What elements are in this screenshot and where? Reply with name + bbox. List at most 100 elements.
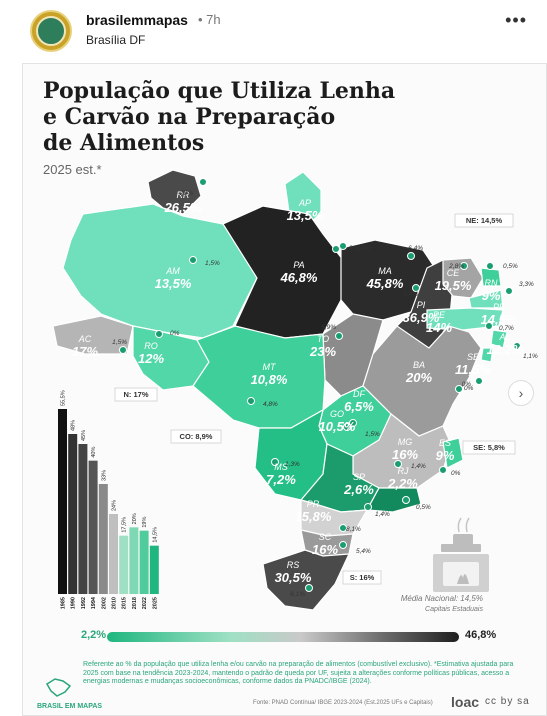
brazil-logo-icon [45, 678, 72, 697]
state-mt [192, 325, 326, 429]
capital-value-pb: 3,3% [519, 281, 534, 288]
capital-dot-am [189, 256, 197, 264]
capital-value-ro: 0% [170, 330, 180, 337]
region-label-4: SE: 5,8% [462, 440, 516, 455]
post-time: • 7h [198, 12, 221, 27]
state-value-go: 10,5% [319, 419, 356, 434]
capital-value-ba: 0% [464, 385, 474, 392]
capital-dot-sp [364, 503, 372, 511]
national-sublabel: Capitais Estaduais [425, 606, 483, 613]
username[interactable]: brasilemmapas [86, 12, 188, 28]
capital-dot-ms [271, 458, 279, 466]
region-text-4: SE: 5,8% [473, 443, 505, 452]
state-rr [147, 169, 202, 215]
capital-value-to: 5,9% [321, 324, 336, 331]
historical-bar-chart: 55,5% 1985 48% 1990 45% 1992 40% 1994 33% 2002 24%… [58, 390, 159, 609]
capital-value-rs: 6,1% [290, 591, 305, 598]
capital-value-rn: 0,5% [503, 263, 518, 270]
state-pa [222, 205, 344, 339]
state-value-se: 11,5% [455, 362, 491, 377]
capital-value-pr: 8,1% [346, 526, 361, 533]
capital-dot-pi [412, 284, 420, 292]
post-location[interactable]: Brasília DF [86, 33, 146, 47]
state-ac [52, 315, 134, 355]
state-es [442, 437, 464, 469]
state-value-pb: 14,5% [481, 312, 518, 327]
state-abbr-mt: MT [263, 362, 277, 372]
infographic-subtitle: 2025 est.* [43, 162, 102, 177]
state-value-mg: 16% [392, 447, 418, 462]
capital-dot-ap [332, 245, 340, 253]
capital-dot-pr [339, 524, 347, 532]
state-value-ma: 45,8% [366, 276, 404, 291]
bar-1994 [88, 460, 98, 594]
state-abbr-pr: PR [307, 499, 320, 509]
capital-dot-pe [485, 322, 493, 330]
state-value-pe: 14% [426, 320, 452, 335]
more-horizontal-icon[interactable]: ••• [505, 10, 527, 30]
state-abbr-ap: AP [298, 198, 311, 208]
region-label-3: CO: 8,9% [170, 429, 222, 444]
state-value-ro: 12% [138, 351, 164, 366]
legend-max: 46,8% [465, 629, 497, 641]
state-value-al: 12,2% [487, 342, 524, 357]
bar-category-2002: 2002 [101, 597, 107, 609]
capital-dot-ce [460, 262, 468, 270]
bar-category-2010: 2010 [112, 597, 118, 609]
bar-category-2022: 2022 [142, 597, 148, 609]
bar-1985 [58, 409, 67, 594]
capital-value-sp: 1,4% [375, 511, 390, 518]
state-rs [262, 549, 350, 611]
capital-dot-rr [199, 178, 207, 186]
avatar[interactable] [30, 10, 72, 52]
bar-category-1994: 1994 [91, 596, 97, 609]
region-label-5: S: 16% [342, 570, 382, 585]
bar-2018 [129, 527, 139, 594]
capital-value-al: 1,1% [523, 353, 538, 360]
region-label-2: N: 17% [114, 387, 158, 402]
state-abbr-rs: RS [287, 560, 300, 570]
state-abbr-ce: CE [447, 268, 460, 278]
bar-category-2018: 2018 [132, 597, 138, 609]
state-value-ba: 20% [405, 370, 432, 385]
state-abbr-df: DF [353, 389, 365, 399]
state-value-to: 23% [309, 344, 336, 359]
infographic-card: População que Utiliza Lenha e Carvão na … [22, 63, 547, 716]
chevron-right-icon[interactable]: › [508, 380, 534, 406]
capital-dot-go [343, 423, 351, 431]
state-value-ap: 13,5% [287, 208, 324, 223]
bar-label-2002: 33% [101, 470, 107, 481]
methodology-note: Referente ao % da população que utiliza … [83, 661, 514, 685]
creative-commons-icon: cc by sa [485, 696, 530, 707]
bar-label-2010: 24% [112, 500, 118, 511]
region-label-1: NE: 14,5% [454, 213, 514, 228]
capital-dot-rj [402, 496, 410, 504]
state-se [480, 347, 494, 363]
capital-value-sc: 5,4% [356, 548, 371, 555]
state-value-pi: 36,9% [403, 310, 440, 325]
bar-label-1994: 40% [91, 447, 97, 458]
state-value-am: 13,5% [155, 276, 192, 291]
capital-dot-al [513, 342, 521, 350]
bar-1990 [68, 434, 78, 594]
capital-dot-mg [394, 460, 402, 468]
state-pe [426, 307, 504, 331]
bar-category-1985: 1985 [61, 597, 67, 609]
bar-category-1990: 1990 [71, 597, 77, 609]
loac-logo: loac [451, 694, 480, 710]
capital-dot-es [439, 466, 447, 474]
title-line-3: de Alimentos [43, 130, 205, 156]
state-abbr-ba: BA [413, 360, 425, 370]
region-text-5: S: 16% [350, 573, 375, 582]
post-header: brasilemmapas • 7h Brasília DF ••• [0, 0, 547, 60]
state-abbr-sc: SC [319, 532, 332, 542]
capital-dot-sc [339, 541, 347, 549]
color-scale-legend: 2,2% 46,8% [23, 627, 546, 647]
bar-1992 [78, 444, 88, 594]
state-value-rn: 9% [482, 288, 501, 303]
capital-value-pi: 5,4% [403, 291, 418, 298]
state-abbr-pe: PE [433, 310, 446, 320]
data-source: Fonte: PNAD Contínua/ IBGE 2023-2024 (Es… [253, 700, 433, 706]
